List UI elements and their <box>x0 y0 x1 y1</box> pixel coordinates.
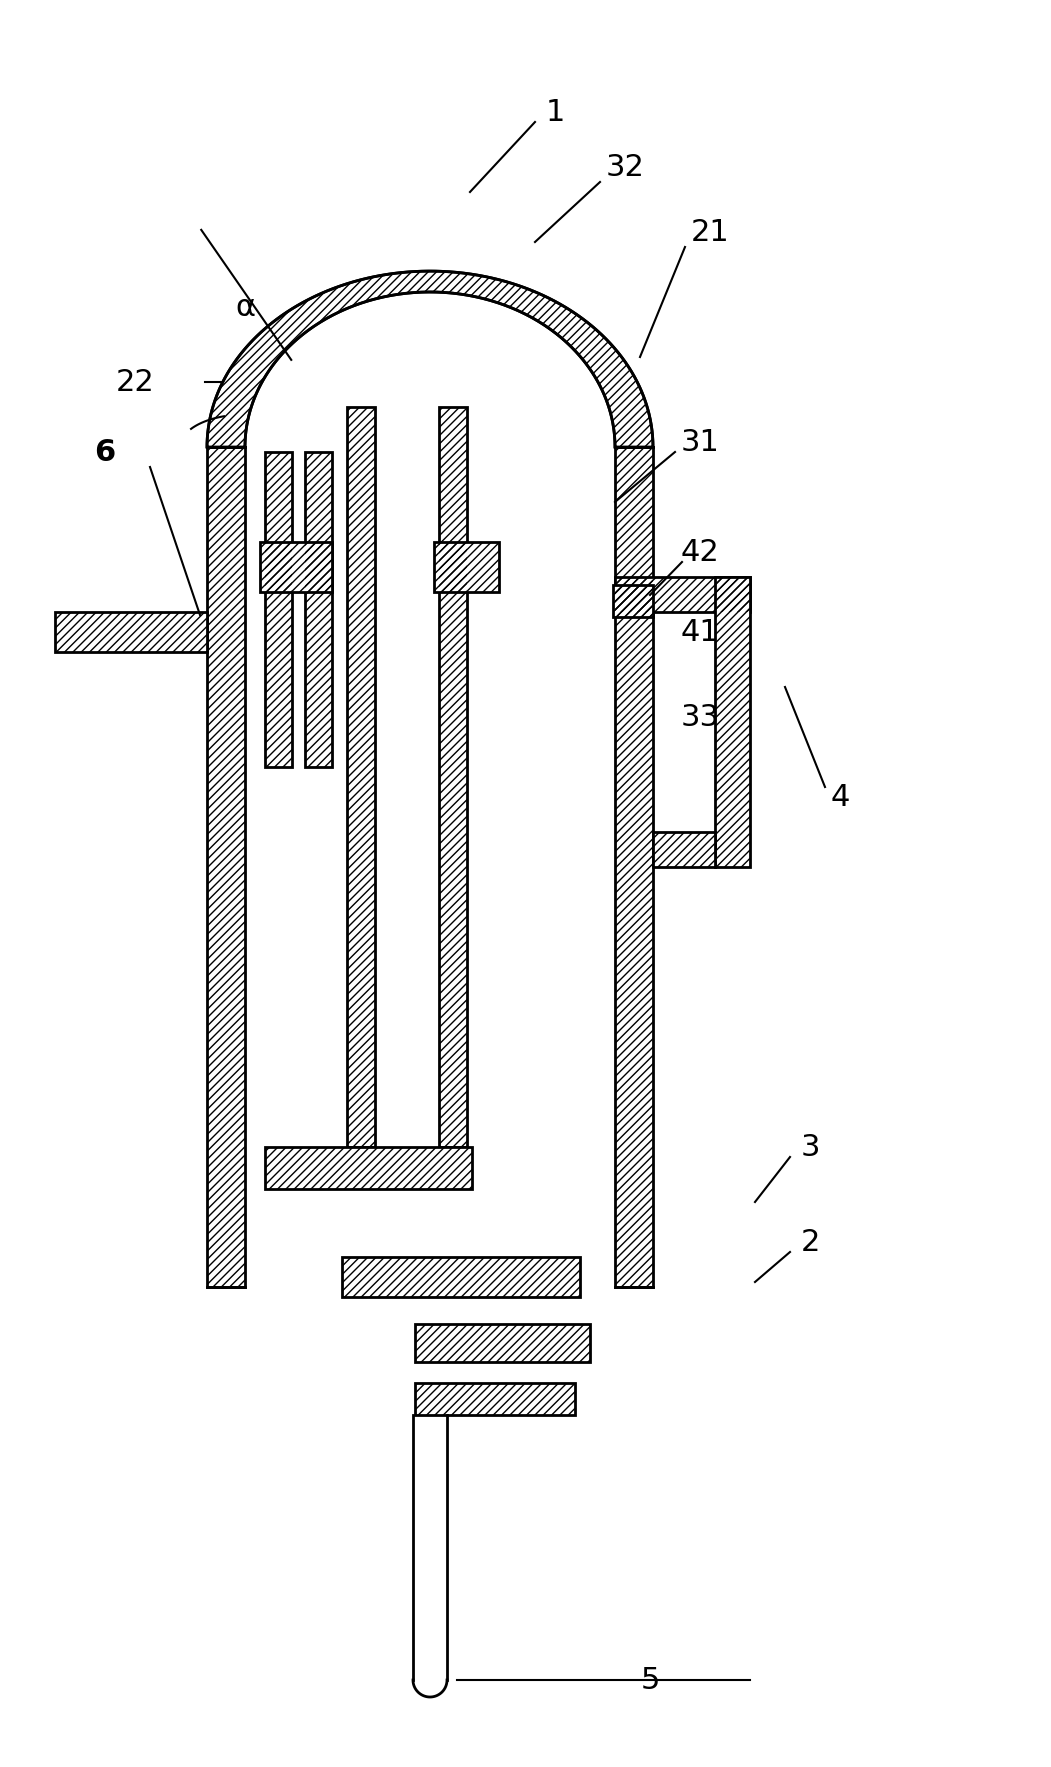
Bar <box>265 1147 472 1189</box>
Bar <box>434 542 499 592</box>
Text: 42: 42 <box>681 537 719 567</box>
Bar <box>342 1256 580 1297</box>
Bar <box>260 542 332 592</box>
Bar <box>347 406 375 1147</box>
Bar <box>434 542 499 592</box>
Text: 33: 33 <box>680 703 720 732</box>
Bar <box>342 1256 580 1297</box>
Bar <box>613 585 653 617</box>
Bar <box>653 832 715 868</box>
Text: 5: 5 <box>640 1666 660 1695</box>
Bar <box>305 452 332 767</box>
Text: 1: 1 <box>545 97 564 127</box>
Text: 31: 31 <box>681 428 720 456</box>
Bar <box>615 578 750 611</box>
Polygon shape <box>207 270 653 447</box>
Text: 3: 3 <box>800 1133 820 1161</box>
Bar <box>55 611 207 652</box>
Bar <box>715 578 750 868</box>
Bar <box>265 452 292 767</box>
Bar <box>265 452 292 767</box>
Bar <box>615 578 750 611</box>
Bar <box>653 832 715 868</box>
Text: 22: 22 <box>116 368 154 396</box>
Text: 32: 32 <box>605 152 644 182</box>
Text: α: α <box>235 293 255 322</box>
Bar <box>415 1384 575 1415</box>
Bar <box>415 1323 590 1362</box>
Bar <box>615 447 653 1286</box>
Text: 2: 2 <box>800 1228 820 1256</box>
Bar <box>207 447 245 1286</box>
Bar <box>305 452 332 767</box>
Bar <box>613 585 653 617</box>
Text: 21: 21 <box>691 217 729 247</box>
Bar <box>260 542 332 592</box>
Bar <box>415 1384 575 1415</box>
Bar <box>439 406 467 1147</box>
Bar <box>347 406 375 1147</box>
Bar <box>265 1147 472 1189</box>
Bar <box>55 611 207 652</box>
Text: 41: 41 <box>681 617 719 647</box>
Text: 6: 6 <box>95 438 116 466</box>
Bar <box>415 1323 590 1362</box>
Bar <box>715 578 750 868</box>
Bar <box>207 447 245 1286</box>
Bar <box>439 406 467 1147</box>
Text: 4: 4 <box>830 783 849 811</box>
Bar <box>615 447 653 1286</box>
